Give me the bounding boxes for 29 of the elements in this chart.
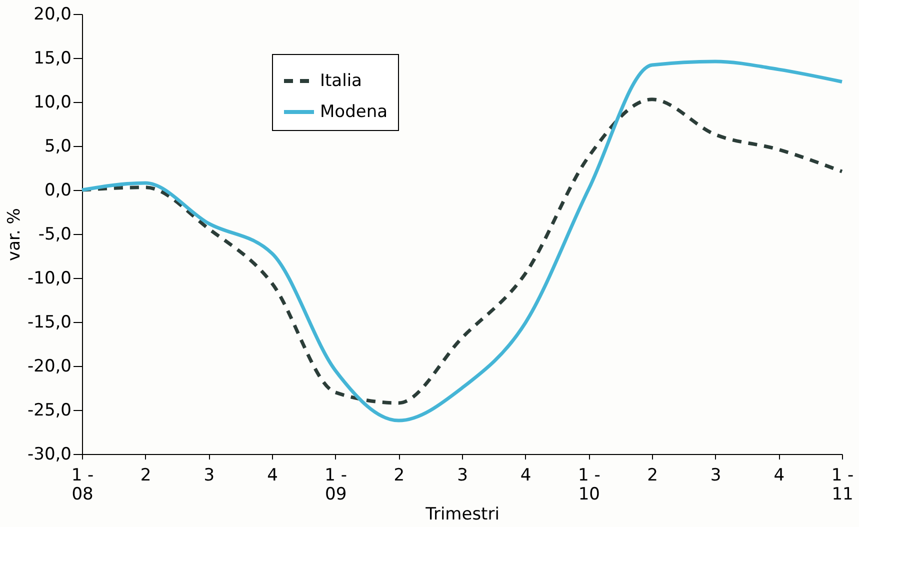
x-tick-label: 4 — [774, 466, 785, 486]
y-tick-label: -10,0 — [28, 268, 72, 288]
y-tick-label: 0,0 — [44, 180, 72, 200]
line-series — [80, 60, 844, 422]
x-tick-label: 1 - 11 — [831, 466, 854, 504]
y-tick-label: 10,0 — [34, 92, 72, 112]
x-tick-label: 3 — [457, 466, 468, 486]
x-axis-title: Trimestri — [424, 504, 500, 524]
legend-label: Italia — [320, 71, 362, 91]
y-tick-label: 5,0 — [44, 136, 72, 156]
y-tick-label: -20,0 — [28, 356, 72, 376]
x-tick-label: 2 — [140, 466, 152, 486]
legend-label: Modena — [320, 102, 388, 122]
x-tick-label: 3 — [710, 466, 722, 486]
x-tick-label: 1 - 10 — [578, 466, 600, 504]
x-tick-label: 2 — [394, 466, 405, 486]
x-tick-label: 3 — [204, 466, 215, 486]
x-tick-label: 4 — [267, 466, 278, 486]
y-tick-label: -15,0 — [28, 312, 72, 332]
y-tick-label: 15,0 — [34, 48, 72, 68]
x-tick-label: 2 — [647, 466, 658, 486]
x-tick-label: 4 — [520, 466, 532, 486]
y-tick-label: -25,0 — [28, 400, 72, 420]
y-tick-label: 20,0 — [34, 4, 72, 24]
y-tick-label: -30,0 — [28, 444, 72, 464]
x-tick-label: 1 - 08 — [71, 466, 94, 504]
y-axis-title: var. % — [4, 208, 25, 261]
y-tick-label: -5,0 — [38, 224, 72, 244]
x-tick-label: 1 - 09 — [324, 466, 348, 504]
